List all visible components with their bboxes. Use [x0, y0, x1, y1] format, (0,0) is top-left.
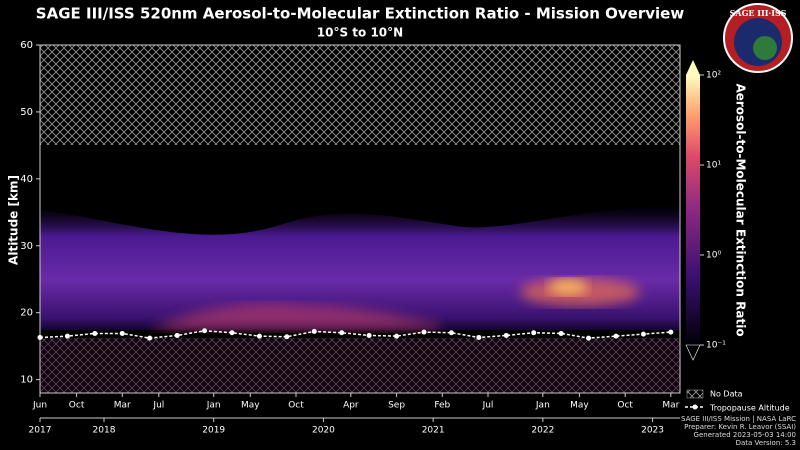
tropopause-point: [229, 330, 235, 336]
tropopause-point: [586, 335, 592, 341]
year-tick-label: 2021: [422, 426, 445, 436]
x-tick-label: Jul: [482, 401, 494, 411]
y-axis-label: Altitude [km]: [7, 175, 21, 265]
tropopause-point: [668, 329, 674, 335]
x-tick-label: Oct: [69, 401, 85, 411]
legend-label: No Data: [710, 390, 743, 399]
chart-subtitle: 10°S to 10°N: [317, 26, 403, 40]
y-tick-label: 60: [20, 40, 33, 51]
x-tick-label: Jun: [32, 401, 47, 411]
x-tick-label: Sep: [388, 401, 405, 411]
y-tick-label: 20: [20, 308, 33, 319]
chart-title: SAGE III/ISS 520nm Aerosol-to-Molecular …: [36, 5, 685, 23]
colorbar: [686, 75, 700, 345]
legend-swatch: [686, 389, 704, 399]
legend-label: Tropopause Altitude: [709, 404, 790, 413]
legend: No Data Tropopause Altitude: [685, 390, 790, 413]
tropopause-point: [476, 334, 482, 340]
colorbar-label: Aerosol-to-Molecular Extinction Ratio: [734, 83, 748, 336]
x-tick-label: Jan: [535, 401, 550, 411]
y-tick-label: 50: [20, 107, 33, 118]
tropopause-point: [503, 332, 509, 338]
colorbar-extend: [685, 344, 701, 361]
x-tick-label: Apr: [343, 401, 359, 411]
year-tick-label: 2019: [202, 426, 225, 436]
colorbar-tick-label: 10¹: [706, 161, 721, 171]
colorbar-tick-label: 10⁻¹: [706, 341, 726, 351]
x-tick-label: Feb: [434, 401, 450, 411]
x-tick-label: Mar: [114, 401, 131, 411]
tropopause-point: [640, 331, 646, 337]
x-tick-label: Jan: [206, 401, 221, 411]
y-tick-label: 10: [20, 375, 33, 386]
y-tick-label: 40: [20, 174, 33, 185]
year-tick-label: 2018: [93, 426, 116, 436]
y-tick-label: 30: [20, 241, 33, 252]
tropopause-point: [119, 330, 125, 336]
x-tick-label: May: [570, 401, 589, 411]
year-tick-label: 2020: [312, 426, 335, 436]
tropopause-point: [256, 333, 262, 339]
tropopause-point: [448, 330, 454, 336]
x-tick-label: Oct: [617, 401, 633, 411]
tropopause-point: [531, 330, 537, 336]
tropopause-point: [394, 333, 400, 339]
logo-text: SAGE III·ISS: [730, 8, 787, 18]
tropopause-point: [284, 334, 290, 340]
tropopause-point: [64, 333, 70, 339]
x-tick-label: May: [241, 401, 260, 411]
footer-text: Preparer: Kevin R. Leavor (SSAI): [684, 423, 796, 431]
tropopause-point: [174, 332, 180, 338]
tropopause-point: [366, 332, 372, 338]
tropopause-point: [92, 330, 98, 336]
tropopause-point: [311, 328, 317, 334]
colorbar-extend: [686, 60, 700, 75]
x-tick-label: Mar: [662, 401, 679, 411]
year-tick-label: 2017: [29, 426, 52, 436]
logo: SAGE III·ISS: [723, 3, 793, 73]
tropopause-point: [37, 334, 43, 340]
year-tick-label: 2022: [531, 426, 554, 436]
footer-text: SAGE III/ISS Mission | NASA LaRC: [681, 415, 796, 423]
footer-text: Generated 2023-05-03 14:00: [694, 431, 796, 439]
year-tick-label: 2023: [641, 426, 664, 436]
tropopause-point: [558, 330, 564, 336]
tropopause-point: [421, 329, 427, 335]
x-tick-label: Oct: [288, 401, 304, 411]
tropopause-line: [39, 330, 671, 339]
heatmap: [39, 44, 681, 394]
colorbar-tick-label: 10⁰: [706, 251, 721, 261]
tropopause-point: [147, 335, 153, 341]
footer-text: Data Version: 5.3: [736, 439, 796, 447]
colorbar-tick-label: 10²: [706, 71, 721, 81]
legend-swatch: [692, 404, 698, 410]
tropopause-point: [202, 328, 208, 334]
x-tick-label: Jul: [152, 401, 164, 411]
tropopause-point: [613, 333, 619, 339]
tropopause-point: [339, 330, 345, 336]
